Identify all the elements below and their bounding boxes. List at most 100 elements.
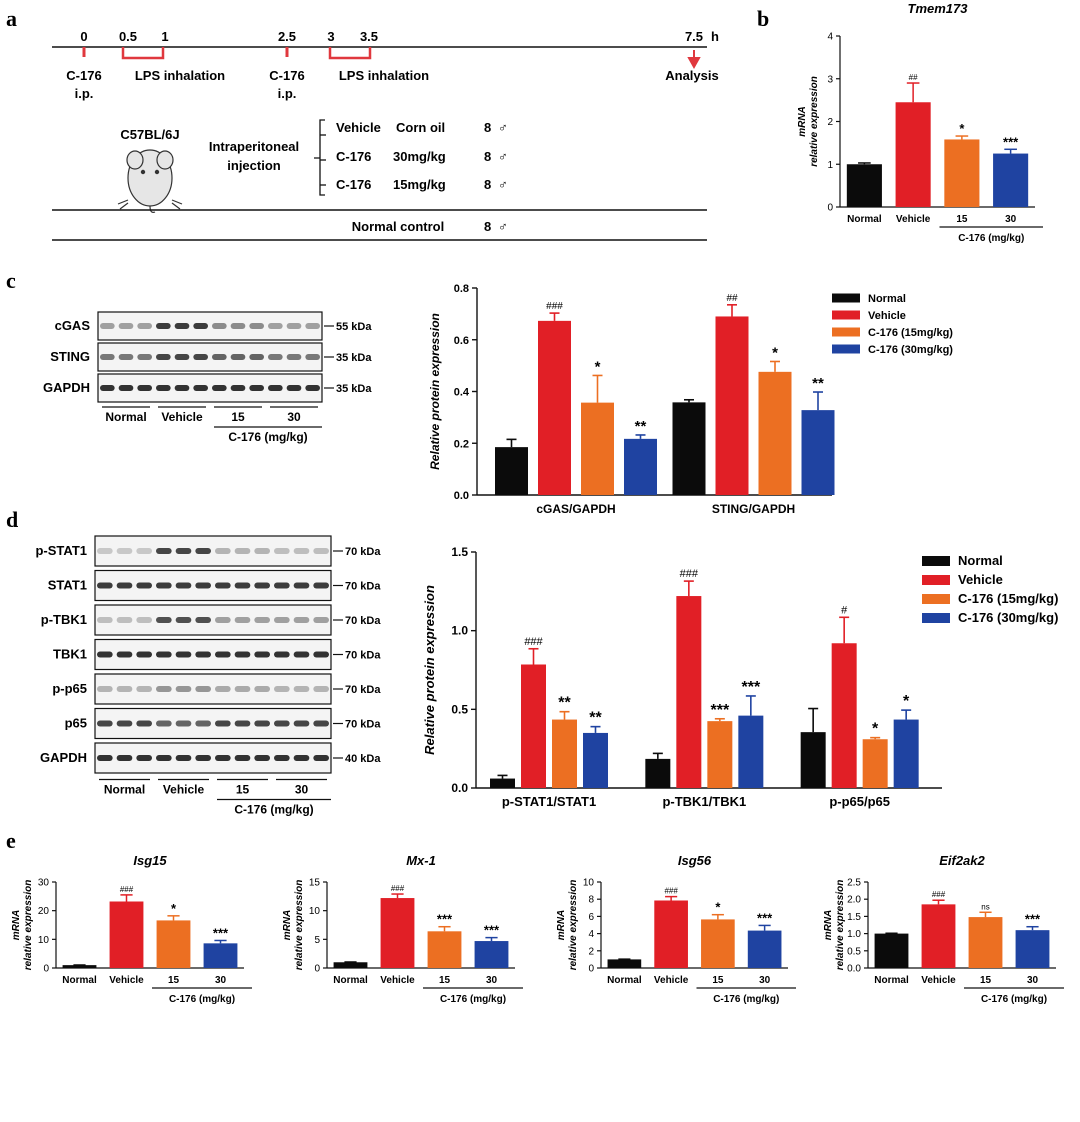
legend-label: Vehicle xyxy=(868,310,906,322)
injection-line-1: Intraperitoneal xyxy=(209,139,299,154)
x-tick-label: Normal xyxy=(847,214,882,225)
bar-1-3 xyxy=(552,719,577,788)
blot-row-4: TBK1 70 kDa xyxy=(53,638,381,671)
blot-band xyxy=(234,548,251,554)
y-axis-label-line1: mRNA xyxy=(556,910,567,941)
blot-row-1: cGAS 55 kDa xyxy=(55,311,372,341)
bar-2-4 xyxy=(738,715,764,788)
bar-2 xyxy=(654,900,688,968)
blot-band xyxy=(254,651,270,658)
blot-band xyxy=(156,385,171,391)
bar-1-2 xyxy=(521,664,546,788)
significance-label: * xyxy=(715,900,721,915)
chart-e2: Mx-1 mRNA relative expression 0 5 10 15 Normal #… xyxy=(282,853,523,1005)
panel-label-e: e xyxy=(6,828,16,853)
y-tick-label: 20 xyxy=(38,906,50,917)
y-tick-label: 0.4 xyxy=(454,387,470,399)
legend-swatch xyxy=(922,594,950,604)
blot-band xyxy=(175,548,192,554)
blot-band xyxy=(305,385,320,391)
blot-band xyxy=(136,720,152,727)
significance-label: *** xyxy=(484,923,500,938)
bar-2 xyxy=(380,898,415,968)
y-tick-label: 10 xyxy=(309,906,321,917)
y-tick-label: 6 xyxy=(588,912,594,923)
blot-band xyxy=(293,755,310,761)
y-tick-label: 0 xyxy=(43,964,49,975)
x-tick-label: Normal xyxy=(607,975,642,986)
legend-label: Vehicle xyxy=(958,572,1003,587)
chart-title: Eif2ak2 xyxy=(939,853,985,868)
y-tick-label: 3 xyxy=(827,74,833,85)
blot-band xyxy=(195,548,211,554)
group-sex: ♂ xyxy=(498,120,508,135)
group-dose: 30mg/kg xyxy=(393,149,446,164)
blot-band xyxy=(212,323,227,329)
blot-band xyxy=(313,755,329,761)
y-tick-label: 0.8 xyxy=(454,283,469,295)
group-n: 8 xyxy=(484,120,491,135)
x-tick-label: Vehicle xyxy=(380,975,415,986)
legend-label: C-176 (30mg/kg) xyxy=(958,610,1058,625)
dose-label: C-176 (mg/kg) xyxy=(228,430,307,444)
y-tick-label: 10 xyxy=(38,935,50,946)
blot-membrane xyxy=(94,673,332,705)
blot-band xyxy=(293,686,310,692)
significance-label: *** xyxy=(741,679,760,696)
blot-band xyxy=(195,582,211,589)
blot-band xyxy=(137,385,152,391)
y-axis-label: mRNA relative expression xyxy=(11,880,34,971)
bar-4 xyxy=(747,930,782,968)
bar-4 xyxy=(203,943,238,968)
significance-label: ### xyxy=(120,885,134,894)
x-group-label: cGAS/GAPDH xyxy=(536,502,615,516)
blot-band xyxy=(193,323,208,329)
significance-label: *** xyxy=(1003,134,1019,149)
blot-band xyxy=(274,548,290,554)
significance-label: ### xyxy=(524,636,543,648)
significance-label: * xyxy=(903,693,910,710)
blot-membrane xyxy=(97,373,323,403)
blot-band xyxy=(234,617,251,623)
blot-band xyxy=(136,548,152,554)
y-tick-label: 0.6 xyxy=(454,335,469,347)
blot-band xyxy=(305,323,320,329)
kda-label: 70 kDa xyxy=(345,650,381,662)
bar-1 xyxy=(333,962,368,968)
lane-group-label: Vehicle xyxy=(161,410,203,424)
group-name: C-176 xyxy=(336,149,371,164)
normal-control-label: Normal control xyxy=(352,219,444,234)
bar-1 xyxy=(846,164,882,207)
blot-band xyxy=(195,755,211,761)
legend-swatch xyxy=(832,310,860,320)
blot-row-label: p-TBK1 xyxy=(41,612,87,627)
blot-band xyxy=(234,755,251,761)
y-axis-label-line2: relative expression xyxy=(835,880,846,971)
blot-band xyxy=(175,582,192,589)
legend-swatch xyxy=(922,556,950,566)
y-axis-label: mRNA relative expression xyxy=(823,880,846,971)
time-3: 3 xyxy=(327,29,334,44)
time-2-5: 2.5 xyxy=(278,29,296,44)
blot-band xyxy=(286,385,302,391)
event-lps-1: LPS inhalation xyxy=(135,68,225,83)
blot-band xyxy=(195,686,211,692)
y-tick-label: 0.0 xyxy=(451,781,468,795)
legend-swatch xyxy=(922,575,950,585)
blot-band xyxy=(175,755,192,761)
blot-row-label: STAT1 xyxy=(48,578,87,593)
blot-band xyxy=(234,720,251,727)
blot-band xyxy=(156,720,172,727)
x-tick-label: 15 xyxy=(956,214,968,225)
significance-label: ## xyxy=(726,293,738,304)
blot-band xyxy=(249,323,264,329)
bracket-lps-2 xyxy=(328,47,372,60)
bar-2-4 xyxy=(801,410,835,495)
group-dose: 15mg/kg xyxy=(393,177,446,192)
bar-1-2 xyxy=(538,320,571,495)
blot-band xyxy=(215,720,231,727)
mouse-illustration xyxy=(117,149,183,213)
blot-membrane xyxy=(97,311,323,341)
legend-swatch xyxy=(832,293,860,303)
injection-line-2: injection xyxy=(227,158,281,173)
